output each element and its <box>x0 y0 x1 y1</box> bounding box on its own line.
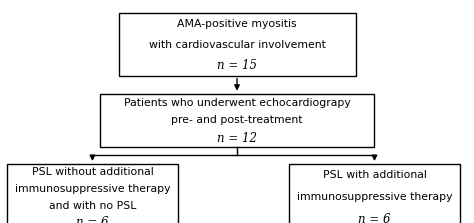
Text: PSL without additional: PSL without additional <box>32 167 153 177</box>
Text: with cardiovascular involvement: with cardiovascular involvement <box>148 40 326 50</box>
Text: immunosuppressive therapy: immunosuppressive therapy <box>297 192 452 202</box>
FancyBboxPatch shape <box>7 164 178 223</box>
Text: n = 12: n = 12 <box>217 132 257 145</box>
Text: immunosuppressive therapy: immunosuppressive therapy <box>15 184 170 194</box>
FancyBboxPatch shape <box>289 164 460 223</box>
Text: PSL with additional: PSL with additional <box>322 170 427 180</box>
Text: n = 6: n = 6 <box>358 213 391 223</box>
Text: AMA-positive myositis: AMA-positive myositis <box>177 19 297 29</box>
Text: and with no PSL: and with no PSL <box>49 201 136 211</box>
Text: pre- and post-treatment: pre- and post-treatment <box>171 116 303 125</box>
Text: n = 15: n = 15 <box>217 59 257 72</box>
FancyBboxPatch shape <box>118 13 356 76</box>
Text: Patients who underwent echocardiograpy: Patients who underwent echocardiograpy <box>124 98 350 107</box>
FancyBboxPatch shape <box>100 94 374 147</box>
Text: n = 6: n = 6 <box>76 216 109 223</box>
